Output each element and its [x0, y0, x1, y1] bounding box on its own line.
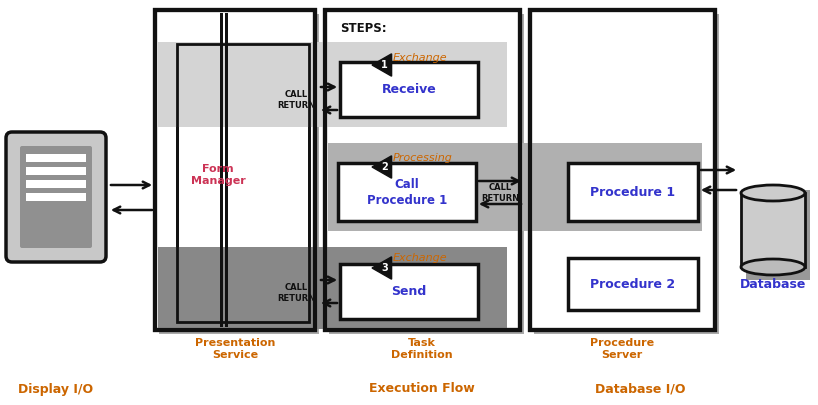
Ellipse shape	[741, 185, 805, 201]
Bar	[158, 13, 228, 327]
Bar	[530, 10, 715, 330]
Ellipse shape	[741, 259, 805, 275]
Text: Procedure 2: Procedure 2	[591, 277, 676, 290]
Text: CALL
RETURN: CALL RETURN	[276, 90, 315, 110]
Text: Execution Flow: Execution Flow	[369, 382, 475, 396]
Bar	[225, 13, 227, 327]
Polygon shape	[372, 54, 392, 76]
Text: Call
Procedure 1: Call Procedure 1	[367, 177, 447, 207]
Text: CALL
RETURN: CALL RETURN	[276, 284, 315, 303]
Polygon shape	[372, 257, 392, 279]
Bar	[530, 10, 715, 330]
Bar	[155, 10, 315, 330]
Bar	[746, 190, 810, 280]
Text: STEPS:: STEPS:	[340, 21, 387, 34]
Text: Task
Definition: Task Definition	[391, 338, 453, 360]
Text: Form
Manager: Form Manager	[191, 164, 245, 186]
Text: CALL
RETURN: CALL RETURN	[481, 183, 519, 202]
Text: 1: 1	[381, 60, 388, 70]
Text: Receive: Receive	[382, 83, 436, 96]
Bar	[328, 143, 702, 231]
Polygon shape	[372, 156, 392, 178]
Bar	[26, 154, 86, 162]
Bar	[568, 163, 698, 221]
Bar	[177, 44, 309, 322]
Bar	[340, 62, 478, 117]
Bar	[158, 247, 507, 329]
Text: Procedure 1: Procedure 1	[591, 185, 676, 198]
Text: Processing: Processing	[393, 153, 453, 163]
Bar	[329, 14, 524, 334]
Bar	[568, 258, 698, 310]
Bar	[17, 143, 105, 261]
Text: Database: Database	[739, 278, 807, 291]
Bar	[26, 180, 86, 188]
Bar	[534, 14, 719, 334]
Bar	[220, 13, 222, 327]
Text: Database I/O: Database I/O	[595, 382, 685, 396]
FancyBboxPatch shape	[6, 132, 106, 262]
Text: Exchange: Exchange	[393, 53, 447, 63]
FancyBboxPatch shape	[20, 146, 92, 248]
Bar	[325, 10, 520, 330]
Text: 2: 2	[381, 162, 388, 172]
Bar	[325, 10, 520, 330]
Bar	[155, 10, 315, 330]
Text: Display I/O: Display I/O	[19, 382, 93, 396]
Text: Exchange: Exchange	[393, 253, 447, 263]
Bar	[340, 264, 478, 319]
Text: Presentation
Service: Presentation Service	[195, 338, 275, 360]
Bar	[26, 193, 86, 201]
Bar	[338, 163, 476, 221]
Bar	[158, 42, 507, 127]
Text: Procedure
Server: Procedure Server	[590, 338, 654, 360]
Bar	[26, 167, 86, 175]
Bar	[159, 14, 319, 334]
Bar	[177, 44, 309, 322]
Text: 3: 3	[381, 263, 388, 273]
Text: Send: Send	[391, 285, 427, 298]
Bar	[741, 193, 805, 267]
